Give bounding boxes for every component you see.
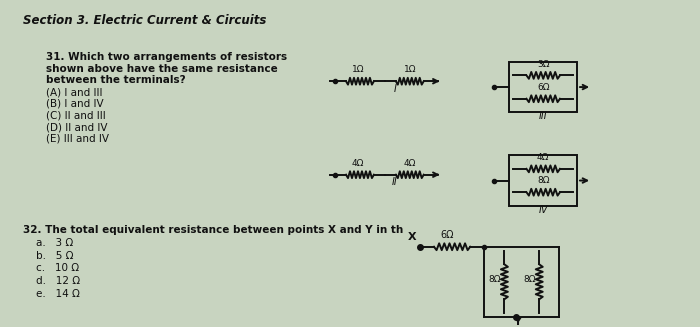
Text: d.   12 Ω: d. 12 Ω (36, 276, 80, 286)
Bar (510, 155, 577, 206)
Text: (C) II and III: (C) II and III (46, 111, 106, 120)
Text: 8Ω: 8Ω (523, 275, 536, 284)
Text: 4Ω: 4Ω (404, 159, 416, 168)
Text: 6Ω: 6Ω (537, 83, 550, 92)
Text: Section 3. Electric Current & Circuits: Section 3. Electric Current & Circuits (23, 14, 267, 27)
Text: 8Ω: 8Ω (537, 177, 550, 185)
Text: X: X (408, 232, 416, 242)
Text: 4Ω: 4Ω (352, 159, 364, 168)
Text: 1Ω: 1Ω (403, 65, 416, 75)
Text: (E) III and IV: (E) III and IV (46, 134, 109, 144)
Text: between the terminals?: between the terminals? (46, 76, 186, 85)
Text: b.   5 Ω: b. 5 Ω (36, 250, 74, 261)
Text: 1Ω: 1Ω (351, 65, 364, 75)
Bar (510, 62, 577, 112)
Text: IV: IV (538, 205, 548, 215)
Text: shown above have the same resistance: shown above have the same resistance (46, 64, 278, 74)
Text: 31. Which two arrangements of resistors: 31. Which two arrangements of resistors (46, 52, 287, 62)
Text: 6Ω: 6Ω (441, 230, 454, 240)
Text: (B) I and IV: (B) I and IV (46, 99, 104, 109)
Text: I: I (393, 84, 396, 94)
Text: 4Ω: 4Ω (537, 153, 550, 162)
Text: III: III (539, 111, 547, 121)
Text: (A) I and III: (A) I and III (46, 87, 103, 97)
Text: c.   10 Ω: c. 10 Ω (36, 263, 79, 273)
Text: Y: Y (513, 317, 522, 327)
Text: (D) II and IV: (D) II and IV (46, 122, 108, 132)
Text: 32. The total equivalent resistance between points X and Y in th: 32. The total equivalent resistance betw… (23, 225, 404, 235)
Text: 8Ω: 8Ω (488, 275, 500, 284)
Text: a.   3 Ω: a. 3 Ω (36, 238, 74, 248)
Text: e.   14 Ω: e. 14 Ω (36, 289, 80, 299)
Text: II: II (392, 178, 398, 187)
Text: 3Ω: 3Ω (537, 60, 550, 69)
